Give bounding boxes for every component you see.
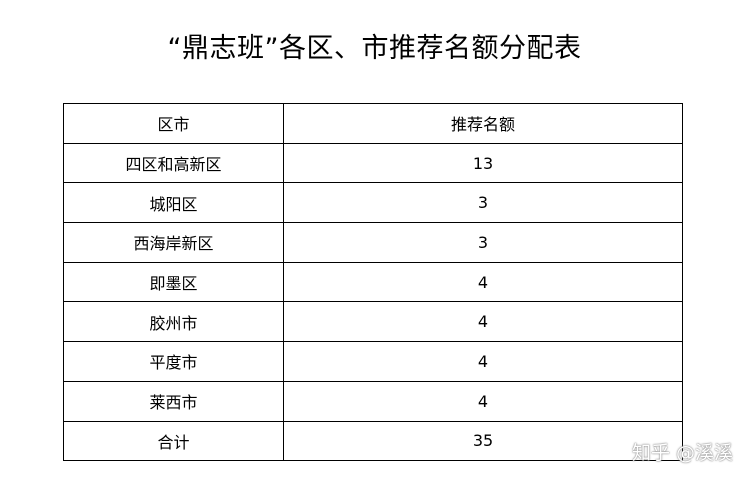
- quota-cell: 4: [283, 261, 683, 303]
- district-cell: 四区和高新区: [63, 142, 284, 184]
- district-cell: 合计: [63, 420, 284, 462]
- district-cell: 莱西市: [63, 380, 284, 422]
- district-cell: 西海岸新区: [63, 222, 284, 263]
- quota-cell: 13: [283, 142, 683, 184]
- quota-cell: 4: [283, 341, 683, 382]
- quota-table: 区市 推荐名额 四区和高新区 13 城阳区 3 西海岸新区 3 即墨区 4 胶州市 4 平度市 4 莱西…: [63, 103, 683, 462]
- quota-cell: 4: [283, 301, 683, 343]
- table-row: 胶州市 4: [63, 301, 683, 343]
- table-row: 平度市 4: [63, 341, 683, 382]
- district-cell: 平度市: [63, 341, 284, 382]
- district-cell: 胶州市: [63, 301, 284, 343]
- table-row: 四区和高新区 13: [63, 142, 683, 184]
- quota-cell: 3: [283, 182, 683, 224]
- district-cell: 城阳区: [63, 182, 284, 224]
- page-title: “鼎志班”各区、市推荐名额分配表: [167, 33, 582, 64]
- table-row: 西海岸新区 3: [63, 222, 683, 263]
- quota-cell: 3: [283, 222, 683, 263]
- watermark: 知乎 @溪溪: [631, 442, 733, 464]
- table-row: 合计 35: [63, 420, 683, 462]
- table-row: 城阳区 3: [63, 182, 683, 224]
- table-row: 莱西市 4: [63, 380, 683, 422]
- quota-cell: 35: [283, 420, 683, 462]
- district-cell: 即墨区: [63, 261, 284, 303]
- table-row: 即墨区 4: [63, 261, 683, 303]
- quota-cell: 4: [283, 380, 683, 422]
- header-quota: 推荐名额: [283, 103, 683, 144]
- table-header-row: 区市 推荐名额: [63, 103, 683, 144]
- header-district: 区市: [63, 103, 284, 144]
